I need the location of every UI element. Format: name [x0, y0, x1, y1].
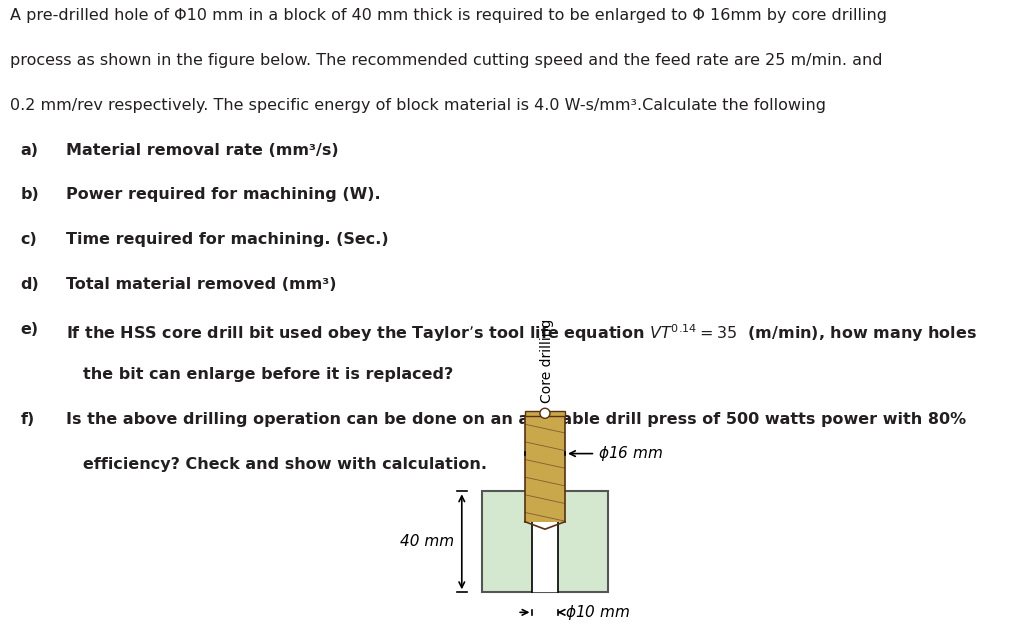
Text: the bit can enlarge before it is replaced?: the bit can enlarge before it is replace… — [83, 367, 453, 382]
Polygon shape — [525, 495, 565, 504]
Text: b): b) — [20, 188, 39, 202]
Text: $\phi$10 mm: $\phi$10 mm — [565, 603, 630, 622]
Text: 0.2 mm/rev respectively. The specific energy of block material is 4.0 W-s/mm³.Ca: 0.2 mm/rev respectively. The specific en… — [10, 98, 826, 113]
Text: process as shown in the figure below. The recommended cutting speed and the feed: process as shown in the figure below. Th… — [10, 53, 882, 68]
Text: e): e) — [20, 323, 39, 337]
Text: c): c) — [20, 232, 38, 248]
Text: a): a) — [20, 142, 39, 158]
Polygon shape — [525, 512, 565, 522]
Text: f): f) — [20, 412, 34, 427]
Text: d): d) — [20, 277, 39, 292]
Text: If the HSS core drill bit used obey the Taylor’s tool life equation $VT^{0.14} =: If the HSS core drill bit used obey the … — [66, 323, 976, 344]
Text: $\phi$16 mm: $\phi$16 mm — [598, 444, 663, 463]
Text: Power required for machining (W).: Power required for machining (W). — [66, 188, 380, 202]
Text: Core drilling: Core drilling — [540, 319, 555, 403]
Polygon shape — [525, 424, 565, 433]
Bar — [532, 491, 558, 592]
Text: Material removal rate (mm³/s): Material removal rate (mm³/s) — [66, 142, 339, 158]
Polygon shape — [525, 442, 565, 451]
Bar — [525, 416, 565, 522]
Polygon shape — [525, 459, 565, 469]
Text: Time required for machining. (Sec.): Time required for machining. (Sec.) — [66, 232, 388, 248]
Bar — [482, 491, 608, 592]
Bar — [525, 411, 565, 416]
Text: Is the above drilling operation can be done on an available drill press of 500 w: Is the above drilling operation can be d… — [66, 412, 966, 427]
Text: efficiency? Check and show with calculation.: efficiency? Check and show with calculat… — [83, 457, 487, 472]
Circle shape — [539, 408, 550, 418]
Text: A pre-drilled hole of Φ10 mm in a block of 40 mm thick is required to be enlarge: A pre-drilled hole of Φ10 mm in a block … — [10, 8, 887, 23]
Polygon shape — [525, 477, 565, 486]
Text: Total material removed (mm³): Total material removed (mm³) — [66, 277, 337, 292]
Text: 40 mm: 40 mm — [401, 534, 454, 549]
